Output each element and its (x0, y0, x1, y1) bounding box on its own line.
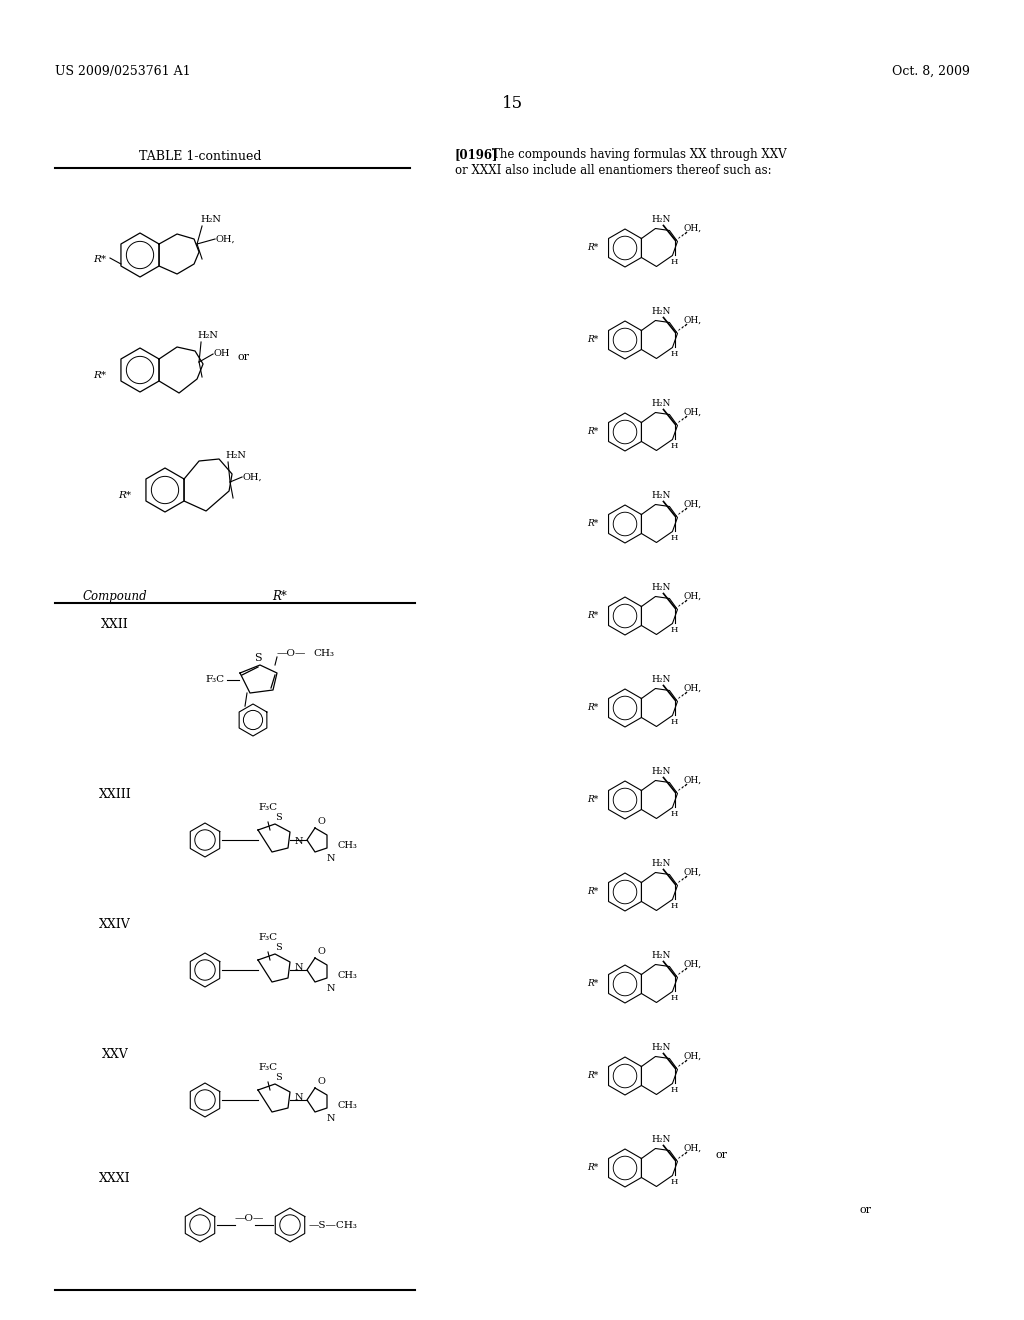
Text: R*: R* (587, 1072, 598, 1081)
Text: S: S (274, 1073, 282, 1082)
Text: H₂N: H₂N (651, 767, 671, 776)
Text: OH,: OH, (215, 235, 234, 243)
Text: Compound: Compound (83, 590, 147, 603)
Text: H: H (671, 259, 678, 267)
Text: 15: 15 (502, 95, 522, 112)
Text: H: H (671, 1086, 678, 1094)
Text: R*: R* (587, 428, 598, 437)
Text: S: S (274, 813, 282, 822)
Text: H: H (671, 718, 678, 726)
Text: H₂N: H₂N (651, 400, 671, 408)
Text: H₂N: H₂N (225, 451, 246, 459)
Text: H: H (671, 810, 678, 818)
Text: H₂N: H₂N (651, 1135, 671, 1144)
Text: [0196]: [0196] (455, 148, 499, 161)
Text: S: S (274, 942, 282, 952)
Text: H: H (671, 1179, 678, 1187)
Text: or XXXI also include all enantiomers thereof such as:: or XXXI also include all enantiomers the… (455, 164, 772, 177)
Text: R*: R* (587, 887, 598, 896)
Text: R*: R* (93, 371, 106, 380)
Text: R*: R* (587, 979, 598, 989)
Text: H₂N: H₂N (651, 583, 671, 593)
Text: F₃C: F₃C (206, 676, 225, 685)
Text: or: or (860, 1205, 872, 1214)
Text: The compounds having formulas XX through XXV: The compounds having formulas XX through… (492, 148, 786, 161)
Text: O: O (317, 1077, 325, 1086)
Text: R*: R* (587, 520, 598, 528)
Text: O: O (317, 946, 325, 956)
Text: N: N (327, 983, 336, 993)
Text: OH,: OH, (683, 960, 701, 969)
Text: R*: R* (587, 611, 598, 620)
Text: R*: R* (587, 704, 598, 713)
Text: OH,: OH, (683, 499, 701, 508)
Text: F₃C: F₃C (258, 803, 278, 812)
Text: —O—: —O— (234, 1214, 264, 1224)
Text: or: or (716, 1151, 727, 1160)
Text: H₂N: H₂N (651, 676, 671, 685)
Text: N: N (327, 854, 336, 863)
Text: OH,: OH, (683, 776, 701, 784)
Text: or: or (237, 352, 249, 362)
Text: R*: R* (587, 1163, 598, 1172)
Text: CH₃: CH₃ (337, 1101, 357, 1110)
Text: OH,: OH, (242, 473, 262, 482)
Text: —S—CH₃: —S—CH₃ (309, 1221, 357, 1229)
Text: H₂N: H₂N (651, 1044, 671, 1052)
Text: R*: R* (272, 590, 288, 603)
Text: H₂N: H₂N (651, 215, 671, 224)
Text: OH,: OH, (683, 867, 701, 876)
Text: H: H (671, 903, 678, 911)
Text: R*: R* (587, 335, 598, 345)
Text: XXIV: XXIV (99, 917, 131, 931)
Text: H: H (671, 442, 678, 450)
Text: CH₃: CH₃ (337, 841, 357, 850)
Text: OH,: OH, (683, 315, 701, 325)
Text: R*: R* (587, 243, 598, 252)
Text: OH,: OH, (683, 1052, 701, 1060)
Text: N: N (295, 1093, 303, 1102)
Text: N: N (295, 837, 303, 846)
Text: OH,: OH, (683, 591, 701, 601)
Text: H: H (671, 535, 678, 543)
Text: F₃C: F₃C (258, 1063, 278, 1072)
Text: S: S (254, 653, 262, 663)
Text: F₃C: F₃C (258, 933, 278, 942)
Text: OH,: OH, (683, 408, 701, 417)
Text: H: H (671, 627, 678, 635)
Text: N: N (295, 964, 303, 973)
Text: OH,: OH, (683, 223, 701, 232)
Text: OH,: OH, (683, 1143, 701, 1152)
Text: H₂N: H₂N (200, 215, 221, 224)
Text: CH₃: CH₃ (337, 970, 357, 979)
Text: H₂N: H₂N (651, 308, 671, 317)
Text: US 2009/0253761 A1: US 2009/0253761 A1 (55, 65, 190, 78)
Text: H₂N: H₂N (651, 952, 671, 961)
Text: Oct. 8, 2009: Oct. 8, 2009 (892, 65, 970, 78)
Text: XXII: XXII (101, 618, 129, 631)
Text: CH₃: CH₃ (313, 648, 334, 657)
Text: TABLE 1-continued: TABLE 1-continued (138, 150, 261, 162)
Text: R*: R* (93, 256, 106, 264)
Text: OH,: OH, (683, 684, 701, 693)
Text: N: N (327, 1114, 336, 1123)
Text: H₂N: H₂N (651, 491, 671, 500)
Text: H₂N: H₂N (651, 859, 671, 869)
Text: XXXI: XXXI (99, 1172, 131, 1185)
Text: XXIII: XXIII (98, 788, 131, 801)
Text: XXV: XXV (101, 1048, 128, 1061)
Text: —O—: —O— (278, 648, 306, 657)
Text: H: H (671, 351, 678, 359)
Text: H: H (671, 994, 678, 1002)
Text: R*: R* (118, 491, 131, 499)
Text: OH: OH (213, 350, 229, 359)
Text: O: O (317, 817, 325, 826)
Text: R*: R* (587, 796, 598, 804)
Text: H₂N: H₂N (197, 331, 218, 341)
